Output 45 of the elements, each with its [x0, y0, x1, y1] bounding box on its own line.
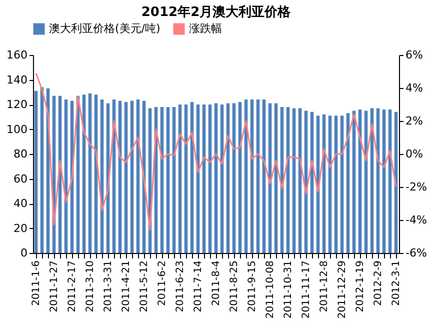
y2-tick-label: 4% [406, 82, 423, 94]
x-tick-label: 2011-5-12 [139, 260, 150, 312]
bar [256, 100, 260, 253]
bar [34, 90, 38, 253]
y2-tick-label: -6% [406, 246, 427, 260]
x-tick-label: 2011-12-8 [319, 260, 330, 312]
chart-title: 2012年2月澳大利亚价格 [141, 4, 292, 20]
x-tick-label: 2011-2-17 [67, 260, 78, 312]
legend-label: 涨跌幅 [189, 22, 222, 35]
x-tick-label: 2011-10-08 [265, 260, 276, 319]
x-tick-label: 2011-6-2 [157, 260, 168, 306]
x-tick-label: 2011-1-27 [49, 260, 60, 312]
x-tick-label: 2012-3-1 [391, 260, 402, 306]
x-tick-label: 2011-3-10 [85, 260, 96, 312]
x-tick-label: 2011-11-17 [301, 260, 312, 319]
y2-tick-label: 2% [406, 114, 423, 128]
x-tick-label: 2011-9-15 [247, 260, 258, 312]
legend-label: 澳大利亚价格(美元/吨) [49, 22, 160, 35]
x-tick-label: 2012-1-19 [355, 260, 366, 312]
y-tick-label: 20 [14, 222, 28, 235]
bar [166, 106, 170, 253]
y-tick-label: 40 [14, 197, 28, 210]
x-tick-label: 2011-3-31 [103, 260, 114, 312]
y2-tick-label: 6% [406, 48, 423, 62]
y-tick-label: 60 [14, 172, 28, 186]
x-tick-label: 2011-8-25 [229, 260, 240, 312]
x-tick-label: 2011-6-23 [175, 260, 186, 312]
x-tick-label: 2011-8-4 [211, 260, 222, 306]
x-tick-label: 2011-1-6 [31, 260, 42, 306]
x-tick-label: 2011-7-14 [193, 260, 204, 312]
y2-tick-label: 0% [406, 148, 423, 160]
y-tick-label: 100 [6, 122, 28, 136]
y-tick-label: 80 [14, 148, 28, 160]
y2-tick-label: -4% [406, 214, 427, 226]
x-tick-label: 2011-4-21 [121, 260, 132, 312]
y-tick-label: 160 [6, 48, 28, 62]
line-series [35, 72, 397, 231]
bar [292, 108, 296, 253]
x-tick-label: 2012-2-9 [373, 260, 384, 306]
y2-tick-label: -2% [406, 180, 427, 194]
y-tick-label: 120 [6, 98, 28, 111]
y-tick-label: 140 [6, 73, 28, 86]
x-tick-label: 2011-12-29 [337, 260, 348, 319]
x-tick-label: 2011-10-31 [283, 260, 294, 319]
y-tick-label: 0 [20, 246, 28, 260]
